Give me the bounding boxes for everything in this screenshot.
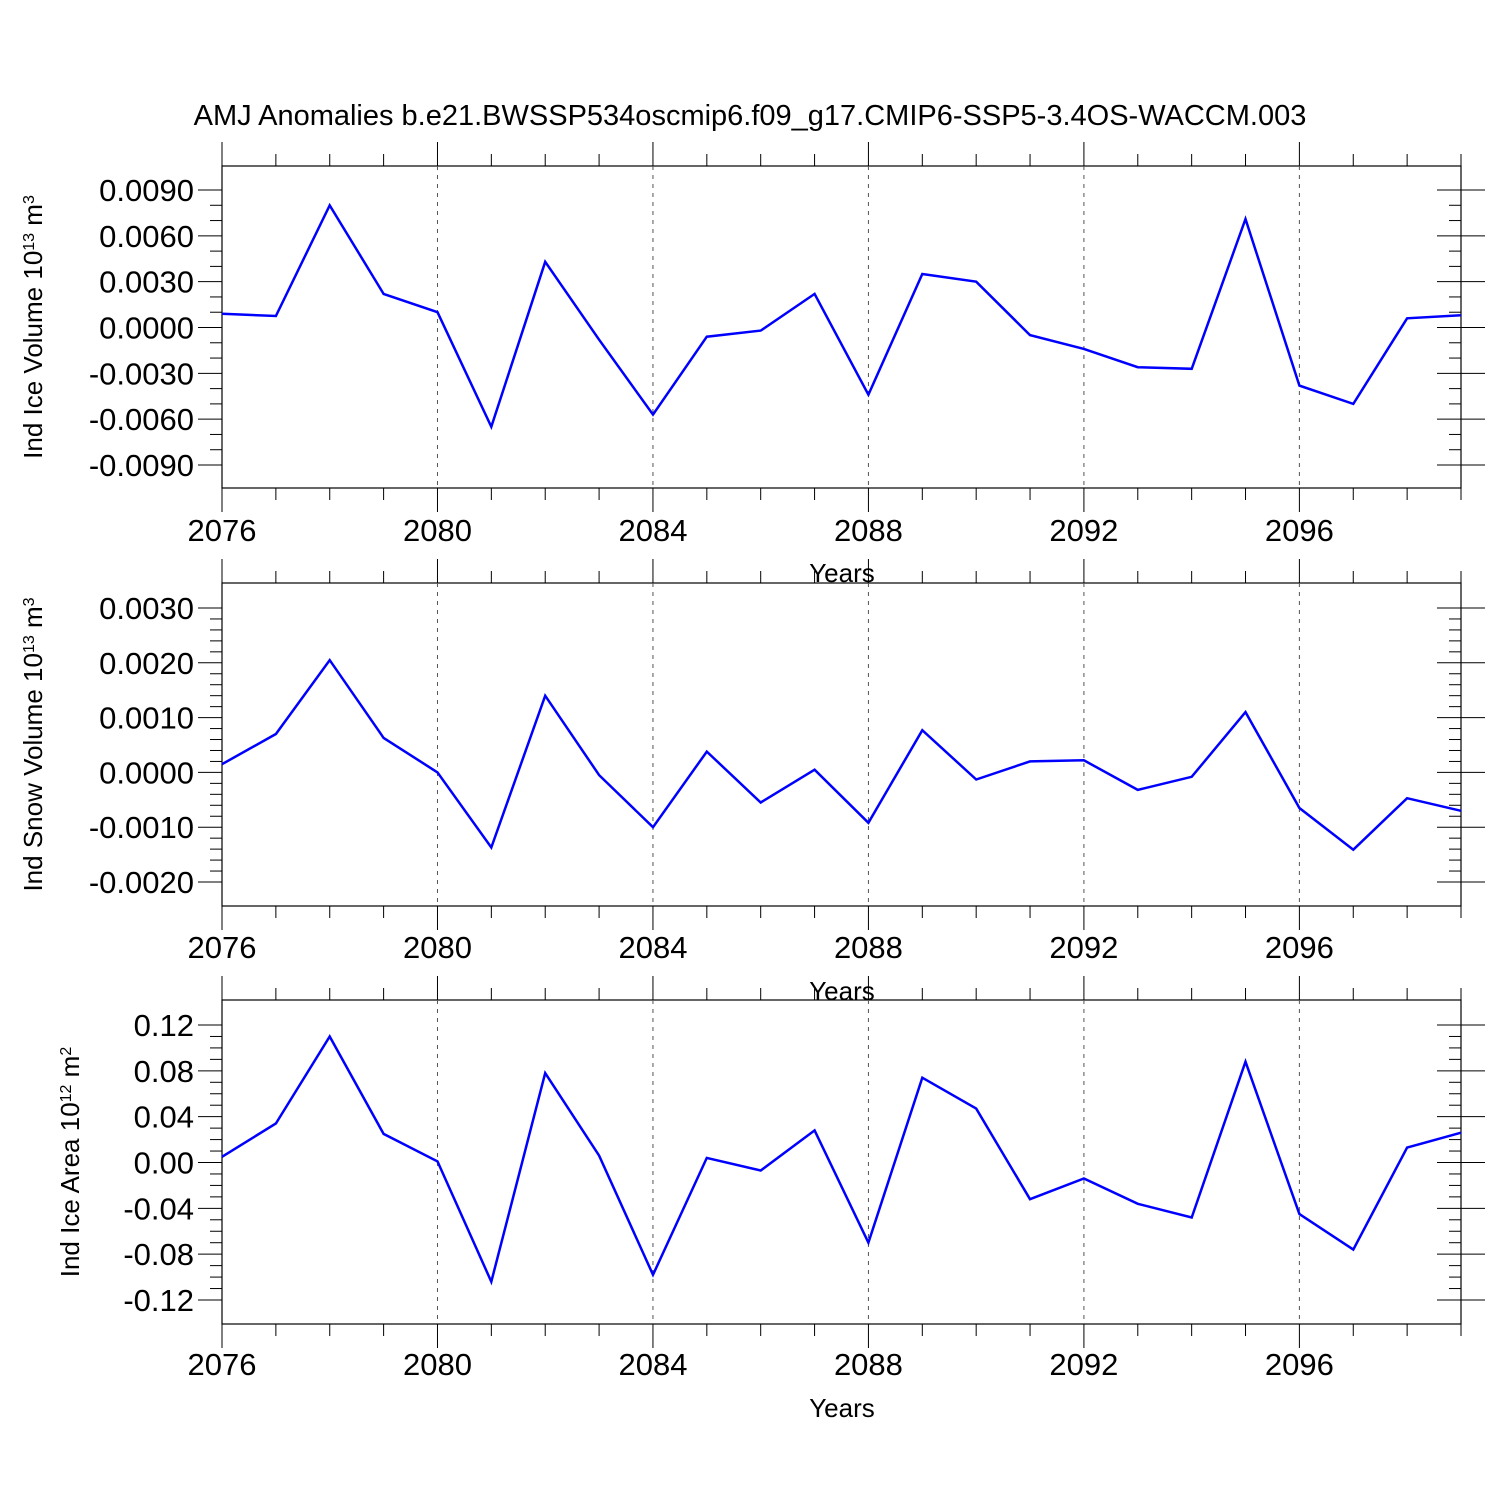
x-tick-label: 2092 xyxy=(1049,930,1118,965)
y-tick-label: 0.08 xyxy=(134,1054,194,1089)
plot-frame xyxy=(221,582,1462,907)
x-tick-label: 2080 xyxy=(403,930,472,965)
x-tick-label: 2088 xyxy=(834,513,903,548)
series-line xyxy=(221,657,1462,852)
x-tick-label: 2088 xyxy=(834,1347,903,1382)
x-tick-label: 2084 xyxy=(618,930,687,965)
chart-panel-3: -0.12 -0.08 -0.04 0.00 0.04 0.08 0.12 2076 2080 2… xyxy=(55,976,1485,1423)
y-tick-label: 0.0060 xyxy=(99,219,194,254)
y-tick-label: 0.0030 xyxy=(99,265,194,300)
y-tick-label: 0.12 xyxy=(134,1008,194,1043)
x-tick-label: 2092 xyxy=(1049,1347,1118,1382)
y-axis-title: Ind Ice Area 1012 m2 xyxy=(55,1047,85,1278)
x-tick-label: 2076 xyxy=(188,930,257,965)
y-tick-label: -0.0010 xyxy=(89,810,194,845)
y-tick-label: 0.0010 xyxy=(99,701,194,736)
plot-frame xyxy=(221,165,1462,489)
y-tick-label: 0.0030 xyxy=(99,591,194,626)
x-tick-label: 2080 xyxy=(403,1347,472,1382)
x-tick-label: 2092 xyxy=(1049,513,1118,548)
y-axis-title: Ind Ice Volume 1013 m3 xyxy=(18,195,48,459)
x-tick-label: 2096 xyxy=(1265,1347,1334,1382)
x-tick-label: 2096 xyxy=(1265,513,1334,548)
chart-panel-1: -0.0090 -0.0060 -0.0030 0.0000 0.0030 0.0060 0… xyxy=(18,142,1485,588)
y-tick-label: -0.0060 xyxy=(89,402,194,437)
x-tick-label: 2076 xyxy=(188,1347,257,1382)
y-tick-label: -0.0090 xyxy=(89,448,194,483)
figure-title: AMJ Anomalies b.e21.BWSSP534oscmip6.f09_… xyxy=(193,100,1307,132)
x-axis-title: Years xyxy=(809,976,875,1006)
x-tick-label: 2076 xyxy=(188,513,257,548)
x-tick-label: 2080 xyxy=(403,513,472,548)
y-tick-label: 0.0000 xyxy=(99,311,194,346)
series-line xyxy=(221,1034,1462,1286)
y-tick-label: 0.0090 xyxy=(99,173,194,208)
y-tick-label: 0.00 xyxy=(134,1146,194,1181)
series-line xyxy=(221,202,1462,431)
y-tick-label: 0.04 xyxy=(134,1100,194,1135)
x-tick-label: 2084 xyxy=(618,1347,687,1382)
y-tick-label: 0.0000 xyxy=(99,755,194,790)
y-tick-label: 0.0020 xyxy=(99,646,194,681)
y-tick-label: -0.12 xyxy=(123,1283,194,1318)
x-axis-title: Years xyxy=(809,1393,875,1423)
y-tick-label: -0.04 xyxy=(123,1191,194,1226)
chart-panel-2: -0.0020 -0.0010 0.0000 0.0010 0.0020 0.0030 20… xyxy=(18,559,1485,1006)
x-tick-label: 2084 xyxy=(618,513,687,548)
y-tick-label: -0.0030 xyxy=(89,356,194,391)
y-tick-label: -0.08 xyxy=(123,1237,194,1272)
y-tick-label: -0.0020 xyxy=(89,865,194,900)
plot-frame xyxy=(221,999,1462,1325)
x-tick-label: 2096 xyxy=(1265,930,1334,965)
x-tick-label: 2088 xyxy=(834,930,903,965)
y-axis-title: Ind Snow Volume 1013 m3 xyxy=(18,597,48,891)
